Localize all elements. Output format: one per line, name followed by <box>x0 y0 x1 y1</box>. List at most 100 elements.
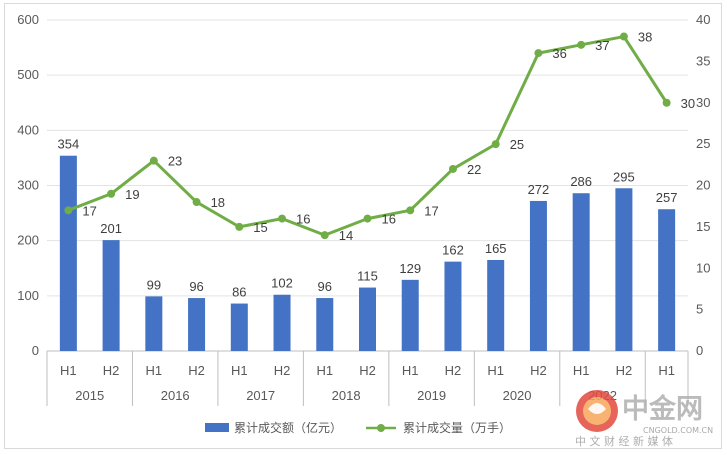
legend-line-label: 累计成交量（万手） <box>403 420 511 435</box>
line-value-label: 16 <box>296 212 310 227</box>
bar-value-label: 201 <box>100 221 122 236</box>
line-point <box>662 98 671 107</box>
legend-bar-swatch <box>205 423 229 432</box>
line-value-label: 15 <box>253 220 267 235</box>
bar <box>359 287 376 351</box>
bar <box>102 240 120 351</box>
left-axis-tick-label: 0 <box>32 343 39 358</box>
line-series-volume: 17 19 23 18 15 16 14 16 17 22 25 36 37 38 30 <box>64 30 695 243</box>
bar <box>316 298 334 351</box>
watermark-logo: 中金网 CNGOLD.COM.CN 中 文 财 经 新 媒 体 <box>575 390 713 448</box>
line-point <box>448 164 457 173</box>
x-tick-label-half: H2 <box>188 363 205 378</box>
watermark-emblem-swirl <box>588 403 606 414</box>
line-value-label: 30 <box>681 96 695 111</box>
x-tick-label-half: H2 <box>616 363 633 378</box>
line-point <box>619 32 628 41</box>
bar <box>487 259 505 351</box>
bar-value-label: 295 <box>613 169 635 184</box>
left-axis-tick-label: 400 <box>17 122 39 137</box>
line-point <box>149 156 158 165</box>
line-value-label: 23 <box>168 154 182 169</box>
line-point <box>406 206 415 215</box>
line-value-label: 14 <box>339 228 353 243</box>
line-value-label: 36 <box>552 46 566 61</box>
line-value-label: 18 <box>211 195 225 210</box>
left-axis-tick-label: 600 <box>17 12 39 27</box>
bar-value-label: 162 <box>442 243 464 258</box>
chart-frame: 0 100 200 300 400 500 600 0 5 10 15 20 25 30 35 4 0 35 4… <box>4 3 722 449</box>
bar <box>188 298 206 351</box>
left-axis-tick-label: 100 <box>17 288 39 303</box>
left-axis-tick-label: 500 <box>17 67 39 82</box>
combo-chart: 0 100 200 300 400 500 600 0 5 10 15 20 25 30 35 4 0 35 4… <box>17 12 713 448</box>
line-value-label: 38 <box>638 30 652 45</box>
x-tick-label-half: H2 <box>530 363 547 378</box>
bar <box>658 209 676 351</box>
line-point <box>192 198 201 207</box>
right-axis-tick-label: 35 <box>696 53 710 68</box>
left-axis-tick-label: 200 <box>17 233 39 248</box>
watermark-name: 中金网 <box>622 393 703 425</box>
left-axis-tick-label: 300 <box>17 178 39 193</box>
x-tick-label-half: H1 <box>573 363 590 378</box>
right-axis-tick-label: 10 <box>696 260 710 275</box>
line-value-label: 37 <box>595 38 609 53</box>
bar <box>401 279 419 351</box>
legend-line-marker <box>377 424 385 432</box>
line-value-label: 19 <box>125 187 139 202</box>
legend-bar-label: 累计成交额（亿元） <box>234 420 342 435</box>
line-point <box>64 206 73 215</box>
right-axis-tick-label: 5 <box>696 302 703 317</box>
x-tick-label-year: 2016 <box>161 388 190 403</box>
line-point <box>534 49 543 58</box>
line-point <box>107 189 116 198</box>
line-point <box>320 231 329 240</box>
bar-value-label: 102 <box>271 276 293 291</box>
bar-value-label: 96 <box>189 279 203 294</box>
x-tick-label-half: H1 <box>658 363 675 378</box>
left-y-axis: 0 100 200 300 400 500 600 <box>17 12 39 358</box>
legend: 累计成交额（亿元） 累计成交量（万手） <box>205 420 511 435</box>
bar-value-label: 99 <box>147 277 161 292</box>
bar-value-label: 96 <box>318 279 332 294</box>
x-tick-label-year: 2019 <box>417 388 446 403</box>
watermark-tagline: 中 文 财 经 新 媒 体 <box>575 434 673 448</box>
bar <box>59 155 77 351</box>
right-axis-tick-label: 30 <box>696 95 710 110</box>
line-point <box>577 40 586 49</box>
bar-value-label: 272 <box>528 182 550 197</box>
x-tick-label-half: H1 <box>487 363 504 378</box>
line-point <box>363 214 372 223</box>
right-axis-tick-label: 20 <box>696 178 710 193</box>
right-axis-tick-label: 0 <box>696 343 703 358</box>
bar <box>615 188 633 351</box>
x-tick-label-half: H1 <box>146 363 163 378</box>
bar-value-label: 129 <box>399 261 421 276</box>
watermark-url: CNGOLD.COM.CN <box>643 426 713 435</box>
gridlines <box>47 19 688 352</box>
x-tick-label-half: H2 <box>274 363 291 378</box>
bar <box>572 193 590 351</box>
bar <box>230 303 248 351</box>
right-y-axis: 0 5 10 15 20 25 30 35 40 <box>696 12 710 358</box>
x-tick-label-year: 2015 <box>75 388 104 403</box>
x-tick-label-half: H1 <box>231 363 248 378</box>
bar <box>529 200 547 351</box>
bar-value-label: 165 <box>485 241 507 256</box>
bar-value-label: 354 <box>58 137 80 152</box>
x-tick-label-half: H2 <box>359 363 376 378</box>
right-axis-tick-label: 25 <box>696 136 710 151</box>
line-value-label: 25 <box>510 137 524 152</box>
x-tick-label-half: H2 <box>445 363 462 378</box>
x-tick-label-year: 2018 <box>332 388 361 403</box>
bar-series-amount: 354 201 99 96 86 102 96 115 129 162 165 272 286 295 25… <box>58 137 677 351</box>
x-tick-label-half: H1 <box>402 363 419 378</box>
x-axis: H1 H2 H1 H2 H1 H2 H1 H2 H1 H2 H1 H2 H1 H2 H1 2015 2016 20… <box>46 351 689 406</box>
line-value-label: 16 <box>382 212 396 227</box>
line-value-label: 17 <box>424 203 438 218</box>
line-value-label: 22 <box>467 162 481 177</box>
bar-value-label: 115 <box>357 269 378 284</box>
bar <box>145 296 163 351</box>
bar <box>273 294 291 351</box>
